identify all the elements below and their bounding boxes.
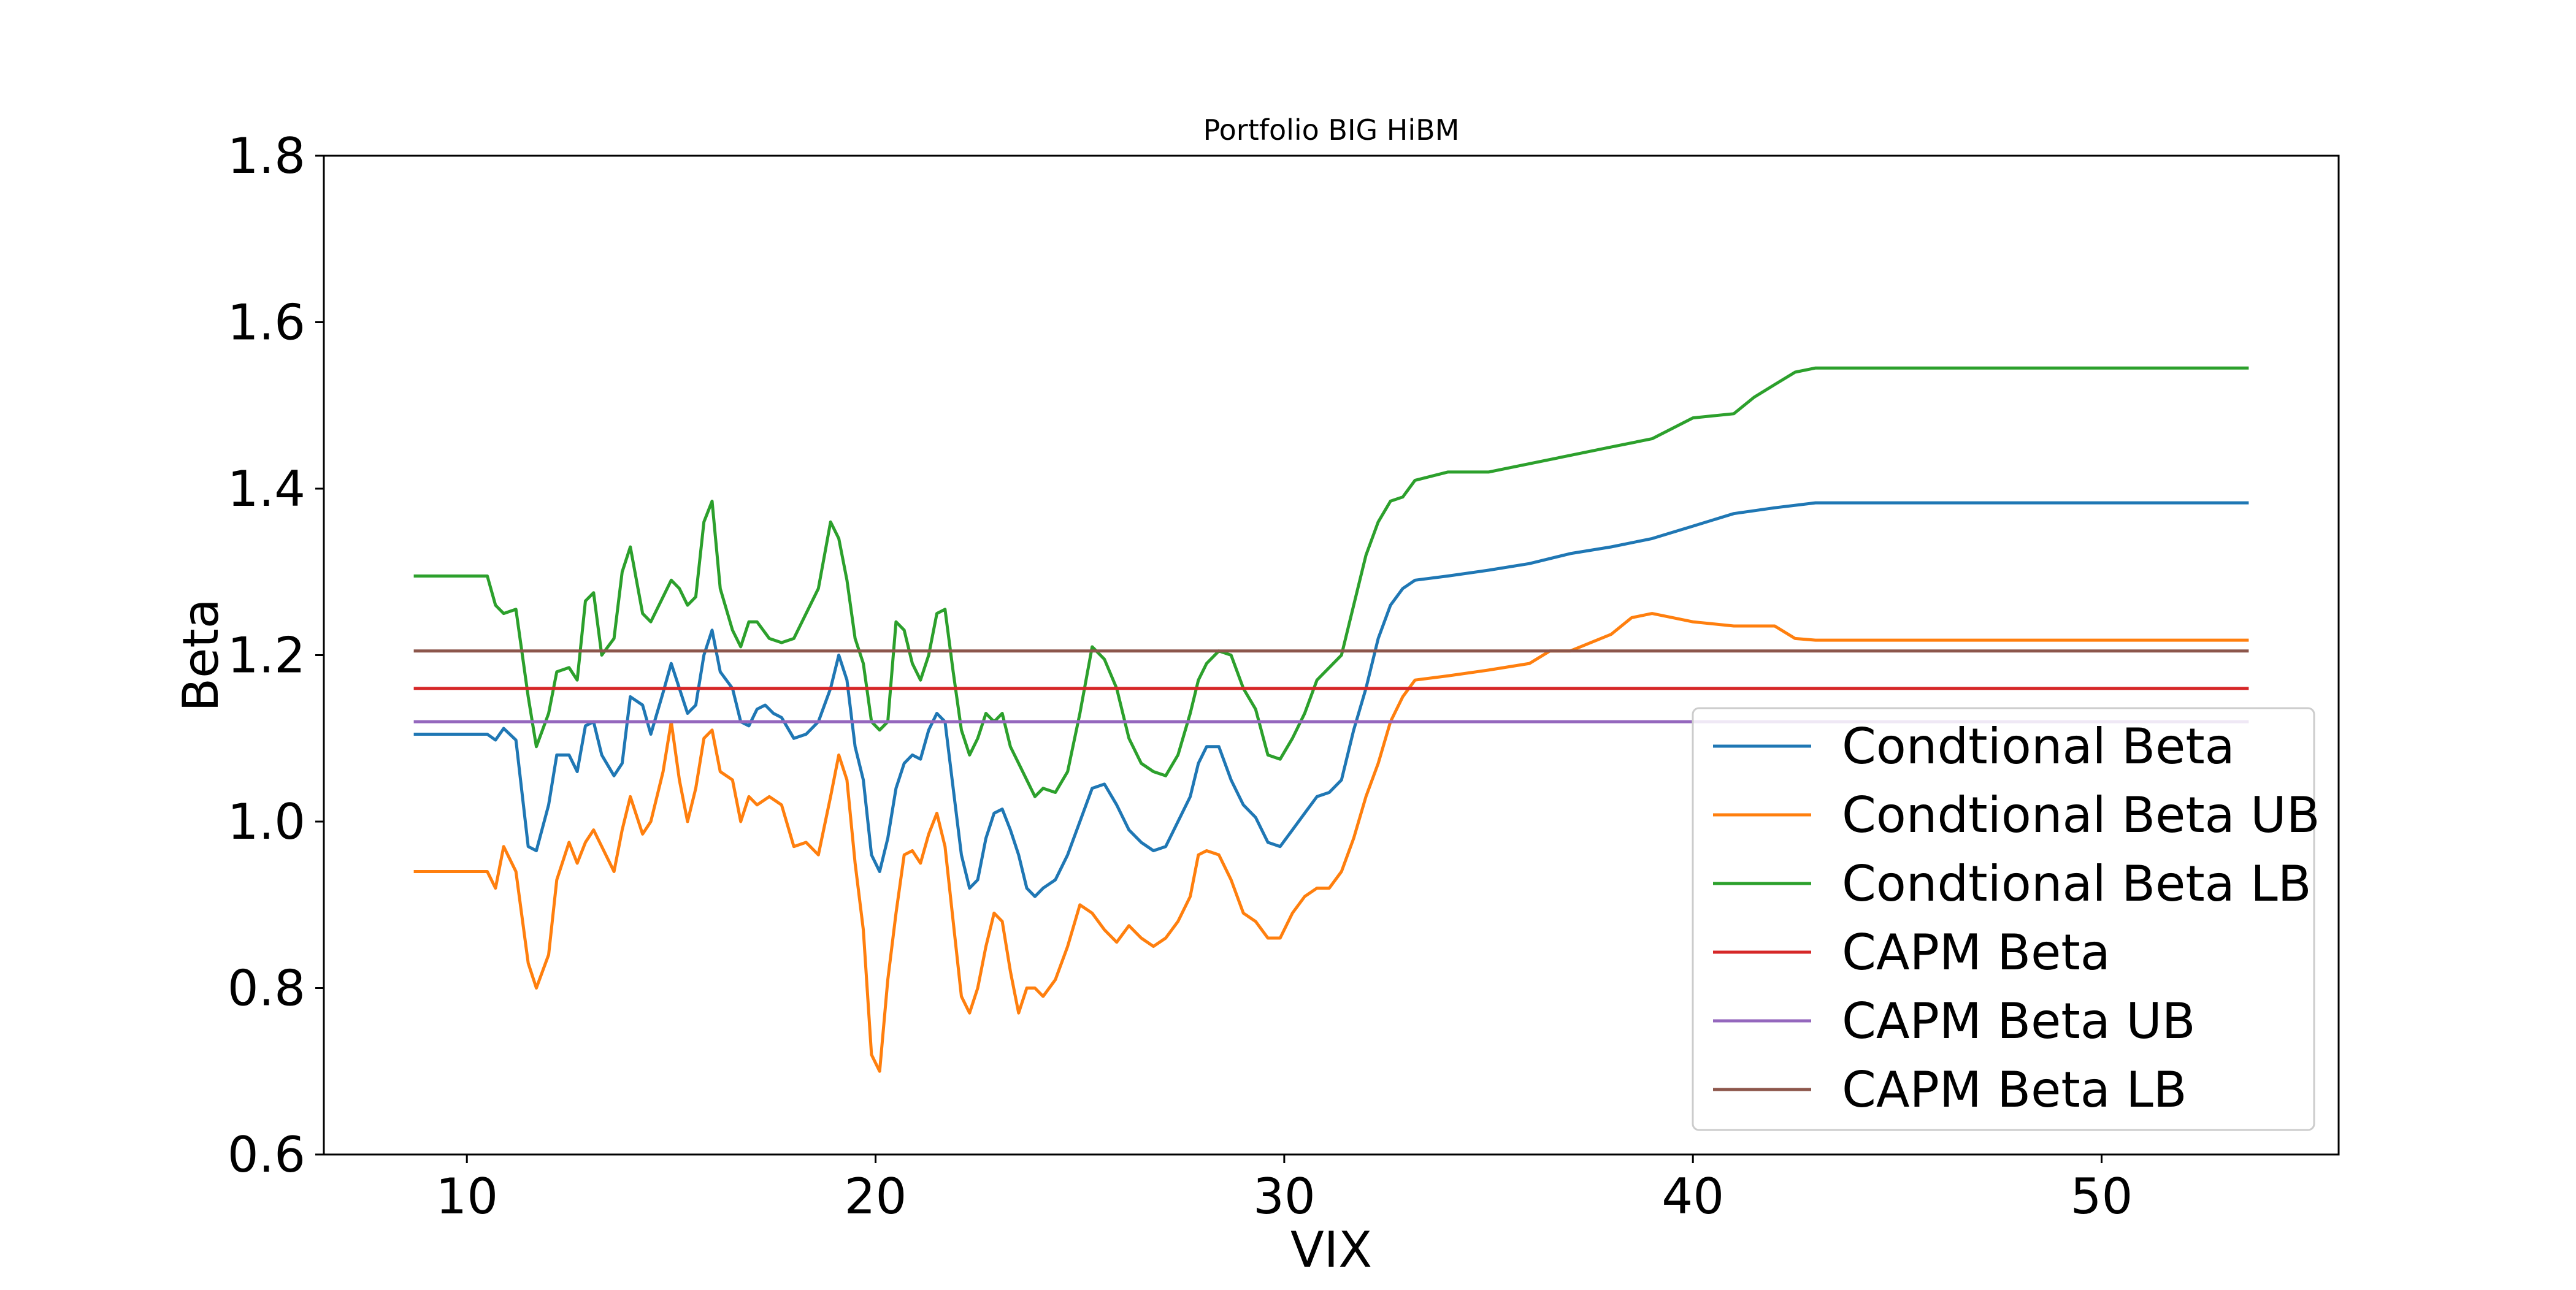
- x-tick-label: 30: [1253, 1168, 1316, 1225]
- legend-label: Condtional Beta: [1842, 718, 2235, 775]
- y-tick-label: 1.2: [228, 627, 305, 684]
- legend-label: CAPM Beta LB: [1842, 1061, 2187, 1118]
- chart-title: Portfolio BIG HiBM: [1203, 113, 1460, 147]
- y-axis-label: Beta: [172, 598, 229, 712]
- legend-label: CAPM Beta UB: [1842, 993, 2196, 1050]
- series-line-1: [413, 612, 2249, 1073]
- legend-label: Condtional Beta LB: [1842, 855, 2312, 912]
- x-tick-label: 10: [435, 1168, 498, 1225]
- series-layer: [413, 366, 2249, 1073]
- legend-label: Condtional Beta UB: [1842, 787, 2320, 844]
- y-tick-label: 1.0: [228, 793, 305, 850]
- x-axis-label: VIX: [1290, 1221, 1372, 1278]
- y-tick-label: 1.4: [228, 460, 305, 517]
- legend: Condtional Beta Condtional Beta UB Condtio…: [1692, 707, 2320, 1131]
- y-tick-label: 1.6: [228, 294, 305, 351]
- y-tick-label: 0.6: [228, 1126, 305, 1183]
- series-line-0: [413, 501, 2249, 898]
- x-tick-label: 20: [845, 1168, 907, 1225]
- series-line-2: [413, 366, 2249, 798]
- legend-label: CAPM Beta: [1842, 924, 2110, 981]
- y-tick-label: 0.8: [228, 960, 305, 1017]
- ticks-layer: 10 20 30 40 50 0.6 0.8 1.0 1.2 1.4 1.6 1.8: [228, 128, 2133, 1225]
- x-tick-label: 50: [2071, 1168, 2133, 1225]
- legend-box: [1692, 707, 2315, 1131]
- x-tick-label: 40: [1662, 1168, 1724, 1225]
- y-tick-label: 1.8: [228, 128, 305, 185]
